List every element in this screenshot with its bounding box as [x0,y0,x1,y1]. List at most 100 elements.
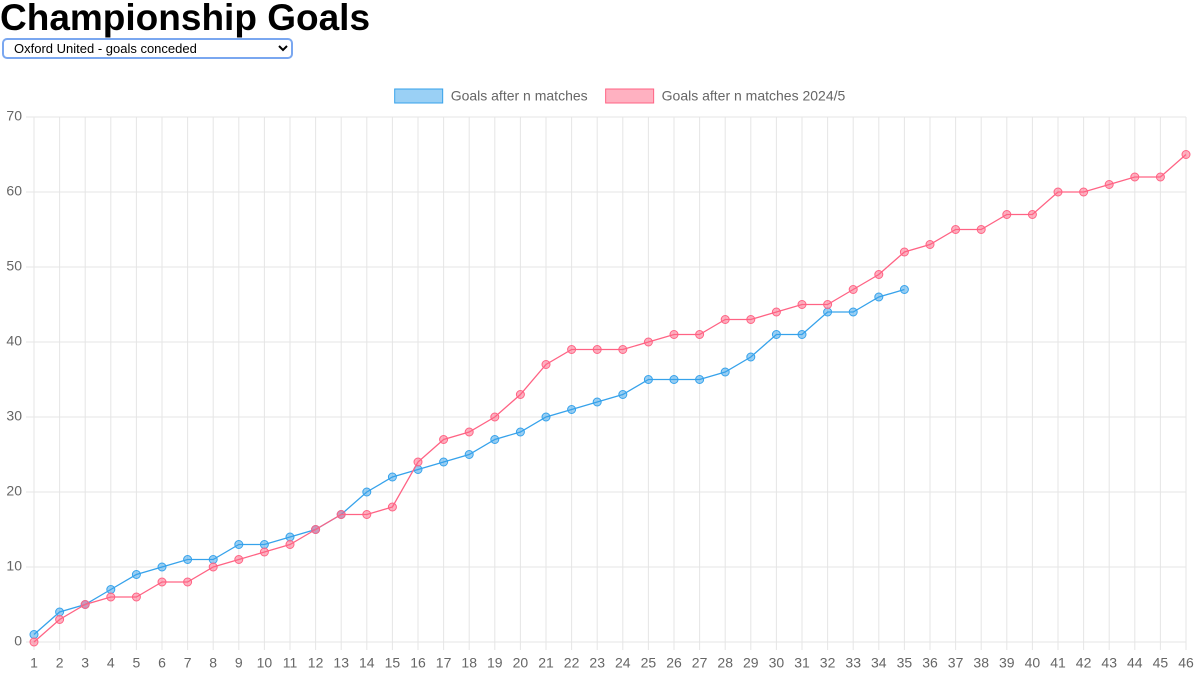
data-point [567,405,577,414]
data-point [592,345,602,354]
x-tick-label: 36 [922,655,938,671]
x-tick-label: 22 [564,655,580,671]
data-point [131,570,141,579]
series-line [33,154,1187,643]
data-point [259,547,269,557]
data-point [131,592,141,602]
data-point [362,510,372,519]
x-tick-label: 3 [81,655,89,671]
data-point [899,285,909,294]
data-point [823,307,833,317]
data-point [643,375,653,384]
data-point [720,315,730,324]
data-point [157,577,167,587]
y-tick-label: 50 [6,258,22,274]
x-tick-label: 27 [692,655,708,671]
data-point [1002,210,1012,219]
data-point [336,510,346,519]
data-point [899,247,909,257]
data-point [567,345,577,354]
x-tick-label: 30 [769,655,785,671]
x-tick-label: 42 [1076,655,1092,671]
legend-swatch [394,88,444,104]
data-point [771,307,781,317]
x-tick-label: 15 [385,655,401,671]
data-point [490,412,500,422]
data-point [951,225,961,234]
y-tick-label: 30 [6,408,22,424]
x-tick-label: 24 [615,655,631,671]
data-point [183,577,193,587]
x-tick-label: 13 [333,655,349,671]
x-tick-label: 33 [845,655,861,671]
legend-label: Goals after n matches 2024/5 [662,88,846,104]
x-tick-label: 45 [1153,655,1169,671]
data-point [106,585,116,594]
x-tick-label: 39 [999,655,1015,671]
data-point [208,555,218,564]
x-tick-label: 16 [410,655,426,671]
data-point [55,607,65,617]
x-tick-label: 8 [209,655,217,671]
data-point [157,562,167,572]
x-tick-label: 12 [308,655,324,671]
x-tick-label: 7 [184,655,192,671]
x-tick-label: 1 [30,655,38,671]
page-title: Championship Goals [0,0,371,38]
x-tick-label: 11 [283,655,298,671]
data-point [234,540,244,549]
data-point [1027,210,1037,219]
data-point [1104,180,1114,189]
x-tick-label: 23 [589,655,605,671]
x-tick-label: 6 [158,655,166,671]
data-point [285,532,295,542]
data-point [925,240,935,249]
data-point [490,435,500,444]
data-point [874,292,884,302]
data-point [515,427,525,437]
data-point [1130,172,1140,182]
data-point [720,367,730,377]
data-point [823,300,833,309]
data-point [592,397,602,407]
x-tick-label: 14 [359,655,375,671]
data-point [848,307,858,317]
x-tick-label: 41 [1050,655,1066,671]
data-point [746,315,756,324]
data-point [55,615,65,624]
data-point [208,562,218,572]
data-point [669,330,679,339]
x-tick-label: 28 [717,655,733,671]
y-tick-label: 10 [6,558,22,574]
data-point [464,450,474,459]
data-point [643,337,653,347]
data-point [976,225,986,234]
data-point [771,330,781,339]
x-tick-label: 25 [641,655,657,671]
x-tick-label: 4 [107,655,115,671]
x-tick-label: 29 [743,655,759,671]
data-point [183,555,193,564]
y-tick-label: 0 [14,633,22,649]
data-point [29,630,39,639]
data-point [464,427,474,437]
data-point [413,457,423,467]
x-tick-label: 9 [235,655,243,671]
data-point [618,345,628,354]
y-tick-label: 60 [6,183,22,199]
x-tick-label: 17 [436,655,452,671]
data-point [259,540,269,549]
x-tick-label: 2 [56,655,64,671]
data-point [618,390,628,399]
x-tick-label: 35 [897,655,913,671]
data-point [695,330,705,339]
data-point [362,487,372,497]
data-point [541,412,551,422]
data-point [29,637,39,647]
data-point [80,600,90,609]
dataset-selector[interactable]: Oxford United - goals conceded [2,38,293,59]
data-point [439,457,449,467]
data-point [285,540,295,549]
